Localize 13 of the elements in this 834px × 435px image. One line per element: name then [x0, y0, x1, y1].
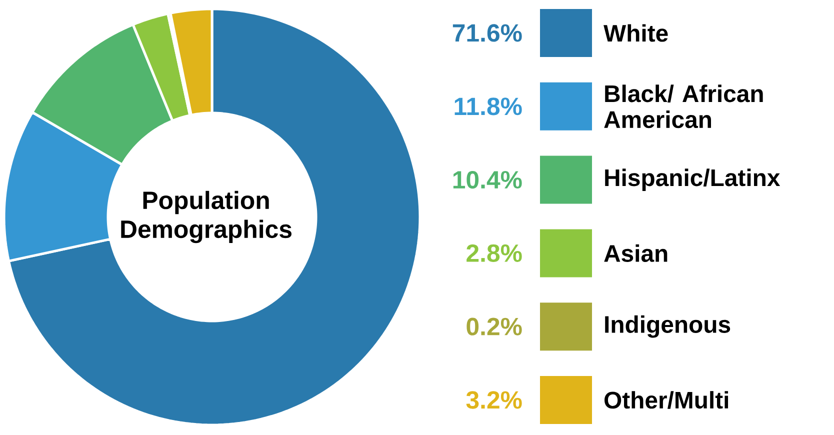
legend-label: Indigenous [605, 315, 730, 338]
text: Population Demographics [121, 190, 292, 244]
data-label: 11.8% [454, 98, 522, 116]
legend-label: Hispanic/Latinx [605, 168, 780, 191]
data-label: 71.6% [452, 24, 522, 42]
legend-label: White [604, 24, 668, 42]
data-label: 2.8% [466, 244, 522, 262]
data-label: 10.4% [453, 170, 522, 189]
legend-label: Black/ African American [604, 84, 763, 128]
data-label: 3.2% [466, 391, 522, 409]
legend-label: Asian [604, 244, 668, 262]
data-label: 0.2% [466, 318, 522, 336]
legend-label: Other/Multi [604, 391, 728, 409]
